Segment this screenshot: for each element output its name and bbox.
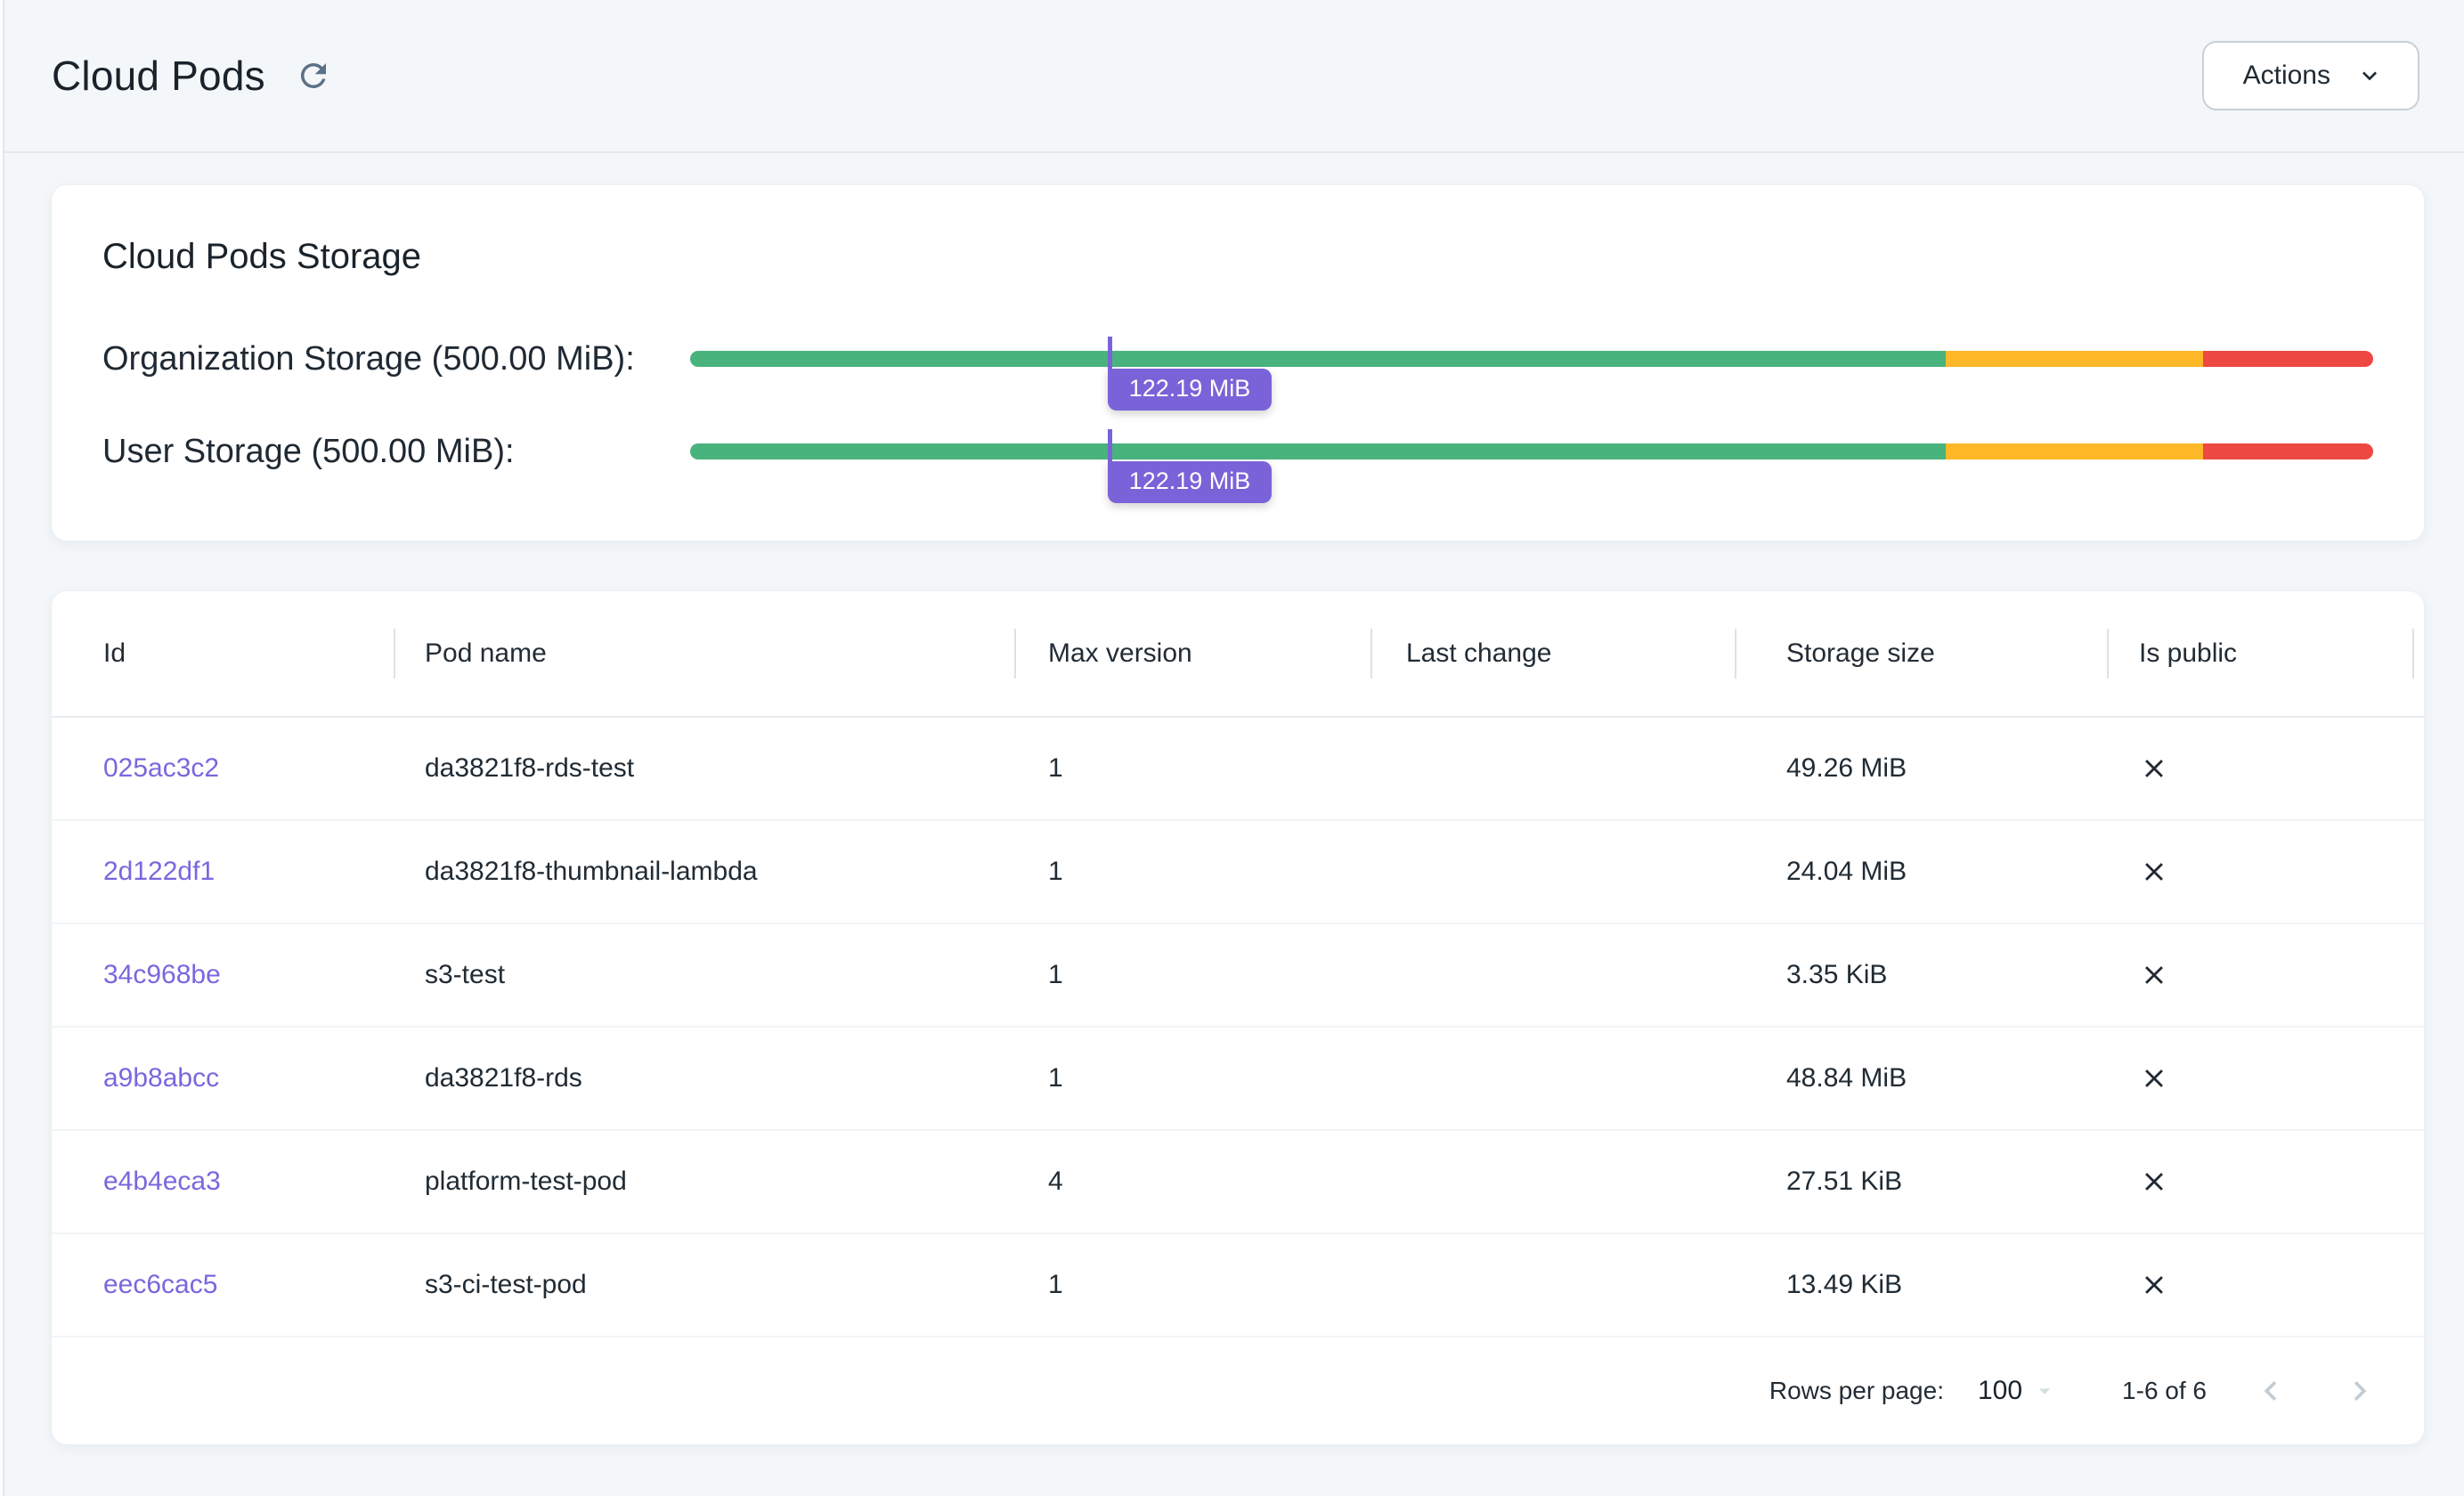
rows-per-page-select[interactable]: 100 — [1978, 1376, 2058, 1406]
storage-card-title: Cloud Pods Storage — [102, 237, 422, 276]
table-row: eec6cac5 s3-ci-test-pod 1 13.49 KiB — [52, 1234, 2424, 1337]
chevron-down-icon — [2355, 61, 2384, 90]
not-public-x-icon — [2139, 857, 2169, 887]
pod-id-link[interactable]: 2d122df1 — [103, 857, 215, 886]
storage-bar-segment-critical — [2203, 443, 2373, 459]
refresh-icon — [295, 57, 332, 94]
not-public-x-icon — [2139, 960, 2169, 990]
not-public-x-icon — [2139, 1063, 2169, 1094]
pod-name-cell: platform-test-pod — [425, 1167, 627, 1196]
storage-bar-segment-critical — [2203, 351, 2373, 367]
not-public-x-icon — [2139, 1167, 2169, 1197]
column-header-is-public[interactable]: Is public — [2109, 591, 2424, 716]
table-row: e4b4eca3 platform-test-pod 4 27.51 KiB — [52, 1131, 2424, 1234]
storage-bar-row: User Storage (500.00 MiB): 122.19 MiB — [102, 429, 2373, 503]
pod-id-link[interactable]: 34c968be — [103, 960, 221, 989]
column-header-storage-size[interactable]: Storage size — [1736, 591, 2109, 716]
next-page-button[interactable] — [2335, 1366, 2385, 1416]
storage-size-cell: 48.84 MiB — [1786, 1063, 1907, 1093]
max-version-cell: 1 — [1048, 1063, 1063, 1093]
storage-usage-marker — [1107, 429, 1112, 465]
pod-id-link[interactable]: 025ac3c2 — [103, 753, 220, 783]
pod-name-cell: s3-test — [425, 960, 506, 989]
pod-name-cell: da3821f8-rds — [425, 1063, 582, 1093]
not-public-x-icon — [2139, 753, 2169, 784]
storage-bar: 122.19 MiB — [690, 337, 2373, 411]
storage-usage-tooltip: 122.19 MiB — [1107, 461, 1273, 503]
column-header-pod-name[interactable]: Pod name — [395, 591, 1016, 716]
column-header-id[interactable]: Id — [52, 591, 395, 716]
table-body: 025ac3c2 da3821f8-rds-test 1 49.26 MiB 2… — [52, 718, 2424, 1337]
storage-bar: 122.19 MiB — [690, 429, 2373, 503]
storage-bar-row: Organization Storage (500.00 MiB): 122.1… — [102, 337, 2373, 411]
pagination-range-label: 1-6 of 6 — [2122, 1377, 2207, 1404]
column-header-max-version[interactable]: Max version — [1016, 591, 1372, 716]
page-left-edge — [0, 0, 4, 1496]
column-header-last-change[interactable]: Last change — [1372, 591, 1736, 716]
previous-page-button[interactable] — [2246, 1366, 2296, 1416]
storage-usage-marker — [1107, 337, 1112, 372]
select-caret-icon — [2031, 1378, 2058, 1404]
storage-size-cell: 24.04 MiB — [1786, 857, 1907, 886]
max-version-cell: 1 — [1048, 960, 1063, 989]
max-version-cell: 1 — [1048, 1270, 1063, 1299]
page-header: Cloud Pods Actions — [0, 0, 2464, 153]
storage-bar-segment-ok — [690, 443, 1946, 459]
rows-per-page-label: Rows per page: — [1769, 1377, 1944, 1404]
pod-name-cell: da3821f8-rds-test — [425, 753, 635, 783]
pod-name-cell: s3-ci-test-pod — [425, 1270, 587, 1299]
pod-id-link[interactable]: e4b4eca3 — [103, 1167, 221, 1196]
storage-bar-track — [690, 443, 2373, 459]
storage-bar-track — [690, 351, 2373, 367]
storage-size-cell: 13.49 KiB — [1786, 1270, 1903, 1299]
table-header-row: Id Pod name Max version Last change Stor… — [52, 591, 2424, 718]
table-row: a9b8abcc da3821f8-rds 1 48.84 MiB — [52, 1028, 2424, 1131]
page-content: Cloud Pods Storage Organization Storage … — [0, 184, 2464, 1445]
max-version-cell: 1 — [1048, 857, 1063, 886]
storage-bar-segment-warning — [1945, 443, 2204, 459]
page-title: Cloud Pods — [52, 53, 265, 99]
max-version-cell: 1 — [1048, 753, 1063, 783]
storage-size-cell: 3.35 KiB — [1786, 960, 1888, 989]
max-version-cell: 4 — [1048, 1167, 1063, 1196]
cloud-pods-storage-card: Cloud Pods Storage Organization Storage … — [51, 184, 2425, 541]
chevron-left-icon — [2251, 1371, 2290, 1411]
actions-button[interactable]: Actions — [2201, 41, 2419, 110]
storage-size-cell: 49.26 MiB — [1786, 753, 1907, 783]
table-row: 34c968be s3-test 1 3.35 KiB — [52, 924, 2424, 1028]
storage-bar-segment-warning — [1945, 351, 2204, 367]
storage-bar-label: Organization Storage (500.00 MiB): — [102, 339, 635, 378]
storage-bar-segment-ok — [690, 351, 1946, 367]
table-row: 2d122df1 da3821f8-thumbnail-lambda 1 24.… — [52, 821, 2424, 924]
storage-size-cell: 27.51 KiB — [1786, 1167, 1903, 1196]
table-row: 025ac3c2 da3821f8-rds-test 1 49.26 MiB — [52, 718, 2424, 821]
storage-usage-tooltip: 122.19 MiB — [1107, 369, 1273, 411]
storage-bars: Organization Storage (500.00 MiB): 122.1… — [102, 337, 2373, 503]
table-pagination: Rows per page: 100 1-6 of 6 — [52, 1337, 2424, 1444]
rows-per-page-value: 100 — [1977, 1376, 2023, 1405]
pod-id-link[interactable]: a9b8abcc — [103, 1063, 220, 1093]
refresh-button[interactable] — [290, 53, 337, 99]
actions-button-label: Actions — [2242, 61, 2330, 90]
storage-bar-label: User Storage (500.00 MiB): — [102, 432, 515, 470]
chevron-right-icon — [2340, 1371, 2379, 1411]
not-public-x-icon — [2139, 1270, 2169, 1300]
pod-id-link[interactable]: eec6cac5 — [103, 1270, 218, 1299]
cloud-pods-table-card: Id Pod name Max version Last change Stor… — [51, 590, 2425, 1445]
pod-name-cell: da3821f8-thumbnail-lambda — [425, 857, 758, 886]
